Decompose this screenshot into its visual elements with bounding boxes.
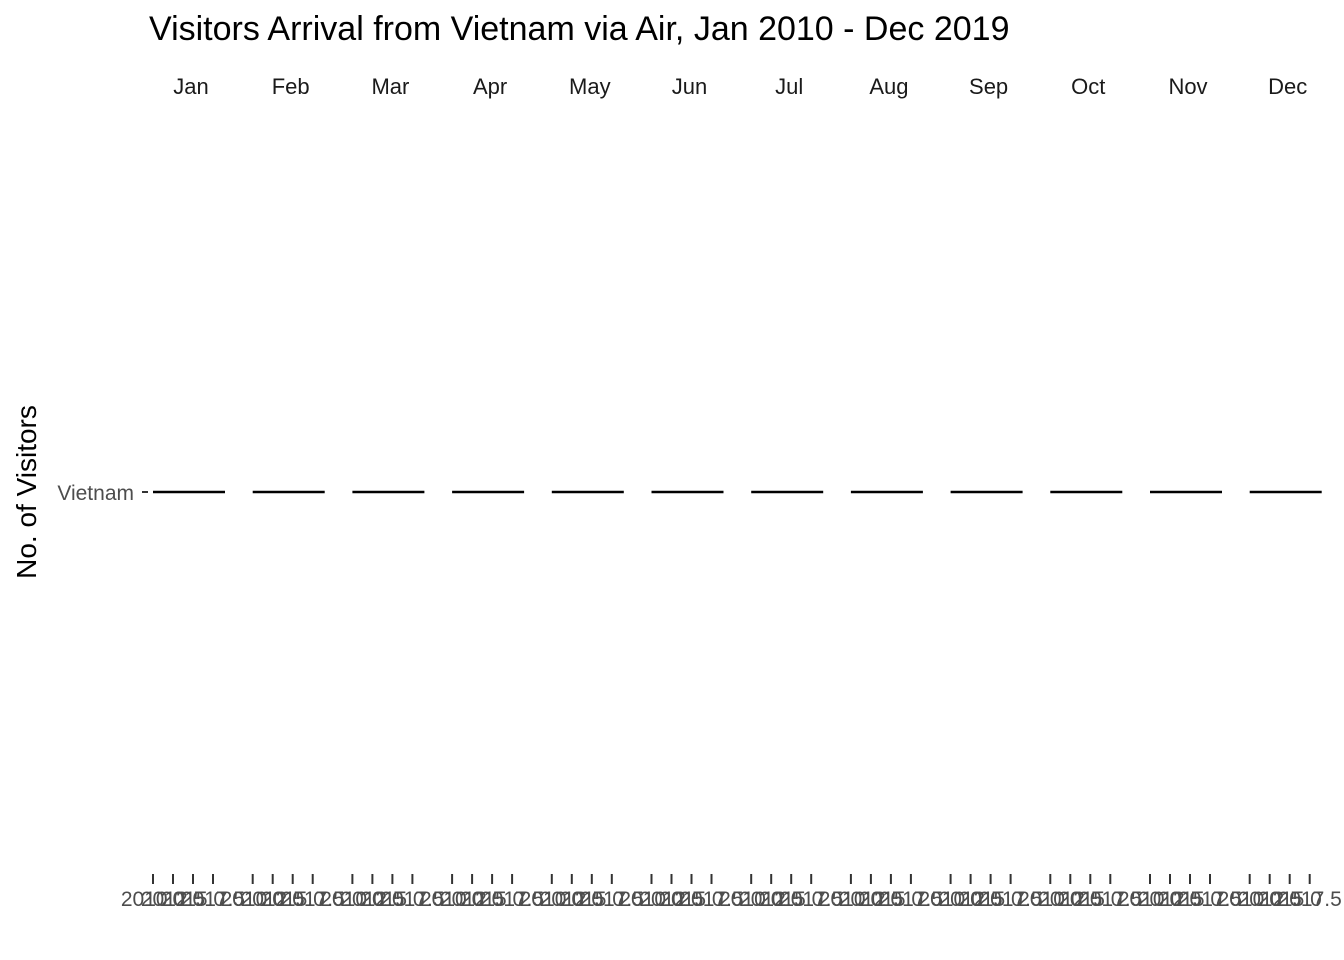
x-tick-label: 2015.0 (659, 888, 723, 911)
x-tick-label: 2017.5 (281, 888, 345, 911)
x-tick-label: 2010.0 (1018, 888, 1082, 911)
x-tick-label: 2012.5 (440, 888, 504, 911)
x-tick-label: 2012.5 (340, 888, 404, 911)
x-tick-label: 2010.0 (121, 888, 185, 911)
facet-label: Aug (869, 74, 908, 99)
x-tick-label: 2015.0 (460, 888, 524, 911)
x-tick-label: 2012.5 (839, 888, 903, 911)
x-tick-label: 2015.0 (759, 888, 823, 911)
x-tick-label: 2017.5 (978, 888, 1042, 911)
x-tick-label: 2015.0 (560, 888, 624, 911)
facet-label: May (569, 74, 611, 99)
x-tick-label: 2017.5 (879, 888, 943, 911)
x-tick-label: 2012.5 (1138, 888, 1202, 911)
x-tick-label: 2017.5 (1178, 888, 1242, 911)
facet-label: Jun (672, 74, 707, 99)
x-tick-label: 2017.5 (679, 888, 743, 911)
x-tick-label: 2015.0 (1158, 888, 1222, 911)
facet-label: Feb (272, 74, 310, 99)
y-axis-label: No. of Visitors (11, 405, 42, 579)
x-tick-label: 2010.0 (918, 888, 982, 911)
facet-label: Nov (1168, 74, 1207, 99)
x-tick-label: 2015.0 (958, 888, 1022, 911)
x-tick-label: 2012.5 (1038, 888, 1102, 911)
plot-area: VietnamJan2010.02012.52015.02017.5Feb201… (57, 74, 1341, 911)
facet-label: Mar (371, 74, 409, 99)
x-tick-label: 2017.5 (779, 888, 843, 911)
x-tick-label: 2010.0 (420, 888, 484, 911)
x-tick-label: 2012.5 (639, 888, 703, 911)
x-tick-label: 2015.0 (1258, 888, 1322, 911)
chart-title: Visitors Arrival from Vietnam via Air, J… (149, 10, 1009, 48)
x-tick-label: 2015.0 (859, 888, 923, 911)
x-tick-label: 2017.5 (580, 888, 644, 911)
facet-label: Sep (969, 74, 1008, 99)
x-tick-label: 2015.0 (360, 888, 424, 911)
x-tick-label: 2017.5 (380, 888, 444, 911)
x-tick-label: 2010.0 (1118, 888, 1182, 911)
x-tick-label: 2017.5 (1078, 888, 1142, 911)
x-tick-label: 2010.0 (320, 888, 384, 911)
facet-label: Jan (173, 74, 208, 99)
x-tick-label: 2010.0 (1218, 888, 1282, 911)
x-tick-label: 2017.5 (181, 888, 245, 911)
x-tick-label: 2015.0 (261, 888, 325, 911)
x-tick-label: 2010.0 (520, 888, 584, 911)
x-tick-label: 2012.5 (938, 888, 1002, 911)
x-tick-label: 2010.0 (619, 888, 683, 911)
x-tick-label: 2015.0 (161, 888, 225, 911)
facet-label: Dec (1268, 74, 1307, 99)
facet-label: Oct (1071, 74, 1105, 99)
x-tick-label: 2012.5 (241, 888, 305, 911)
x-tick-label: 2017.5 (480, 888, 544, 911)
x-tick-label: 2012.5 (141, 888, 205, 911)
facet-label: Apr (473, 74, 507, 99)
x-tick-label: 2010.0 (221, 888, 285, 911)
facet-label: Jul (775, 74, 803, 99)
x-tick-label: 2015.0 (1058, 888, 1122, 911)
x-tick-label: 2012.5 (739, 888, 803, 911)
x-tick-label: 2012.5 (1238, 888, 1302, 911)
x-tick-label: 2017.5 (1278, 888, 1342, 911)
x-tick-label: 2010.0 (719, 888, 783, 911)
y-tick-label: Vietnam (57, 482, 134, 505)
x-tick-label: 2012.5 (540, 888, 604, 911)
x-tick-label: 2010.0 (819, 888, 883, 911)
